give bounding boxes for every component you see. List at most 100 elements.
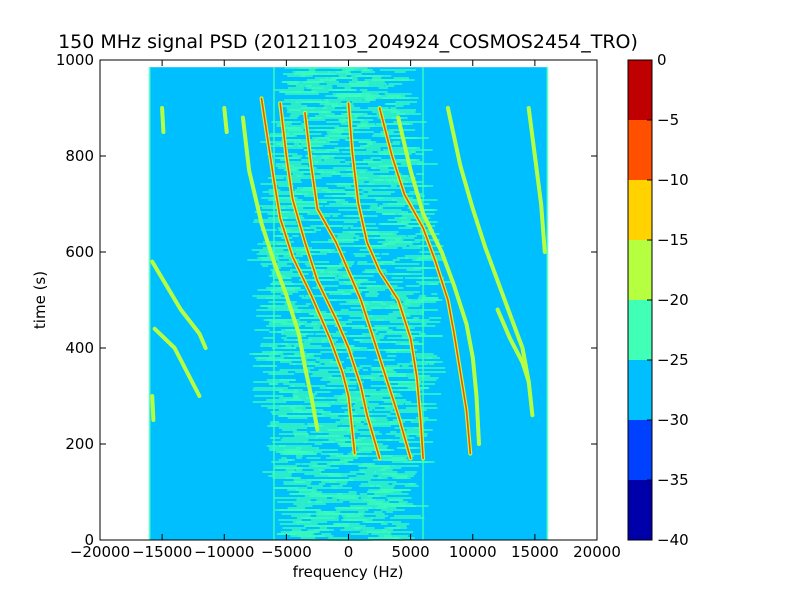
noise-streak bbox=[272, 473, 292, 475]
noise-streak bbox=[287, 507, 306, 509]
noise-streak bbox=[375, 263, 395, 265]
noise-streak bbox=[329, 481, 337, 483]
noise-streak bbox=[271, 271, 293, 273]
noise-streak bbox=[295, 333, 314, 335]
noise-streak bbox=[405, 257, 434, 259]
noise-streak bbox=[291, 529, 302, 531]
noise-streak bbox=[305, 85, 313, 87]
noise-streak bbox=[282, 247, 309, 249]
noise-streak bbox=[315, 435, 345, 437]
noise-streak bbox=[305, 303, 311, 305]
noise-streak bbox=[285, 93, 320, 95]
noise-streak bbox=[360, 483, 389, 485]
noise-streak bbox=[339, 97, 359, 99]
noise-streak bbox=[374, 493, 409, 495]
noise-streak bbox=[368, 291, 378, 293]
noise-streak bbox=[318, 483, 326, 485]
noise-streak bbox=[331, 195, 358, 197]
noise-streak bbox=[312, 287, 325, 289]
noise-streak bbox=[315, 109, 352, 111]
doppler-trace bbox=[153, 328, 201, 397]
noise-streak bbox=[345, 193, 358, 195]
noise-streak bbox=[292, 173, 304, 175]
noise-streak bbox=[333, 77, 353, 79]
noise-streak bbox=[315, 427, 352, 429]
noise-streak bbox=[374, 325, 412, 327]
noise-streak bbox=[423, 203, 430, 205]
noise-streak bbox=[262, 241, 294, 243]
noise-streak bbox=[316, 449, 338, 451]
noise-streak bbox=[350, 505, 379, 507]
noise-streak bbox=[335, 509, 369, 511]
noise-streak bbox=[408, 483, 417, 485]
noise-streak bbox=[392, 259, 400, 261]
noise-streak bbox=[377, 359, 395, 361]
noise-streak bbox=[382, 455, 414, 457]
noise-streak bbox=[278, 415, 305, 417]
noise-streak bbox=[326, 463, 353, 465]
noise-streak bbox=[277, 501, 312, 503]
noise-streak bbox=[266, 445, 286, 447]
noise-streak bbox=[340, 123, 376, 125]
colorbar-tick-label: −5 bbox=[657, 111, 679, 129]
noise-streak bbox=[398, 149, 433, 151]
noise-streak bbox=[328, 537, 348, 539]
noise-streak bbox=[301, 73, 336, 75]
noise-streak bbox=[341, 113, 364, 115]
noise-streak bbox=[333, 347, 357, 349]
noise-streak bbox=[299, 279, 321, 281]
noise-streak bbox=[389, 489, 407, 491]
noise-streak bbox=[312, 91, 329, 93]
noise-streak bbox=[287, 75, 306, 77]
noise-streak bbox=[319, 511, 328, 513]
noise-streak bbox=[314, 365, 342, 367]
noise-streak bbox=[335, 299, 360, 301]
noise-streak bbox=[386, 415, 398, 417]
noise-streak bbox=[342, 443, 369, 445]
noise-streak bbox=[259, 251, 271, 253]
noise-streak bbox=[381, 529, 394, 531]
noise-streak bbox=[418, 311, 425, 313]
noise-streak bbox=[285, 345, 292, 347]
noise-streak bbox=[262, 471, 296, 473]
x-tick-label: 5000 bbox=[392, 543, 430, 561]
noise-streak bbox=[370, 395, 403, 397]
noise-streak bbox=[367, 183, 403, 185]
noise-streak bbox=[283, 483, 311, 485]
noise-streak bbox=[336, 115, 345, 117]
x-tick-label: −20000 bbox=[70, 543, 130, 561]
noise-streak bbox=[364, 443, 377, 445]
noise-streak bbox=[331, 105, 355, 107]
noise-streak bbox=[378, 167, 389, 169]
noise-streak bbox=[326, 387, 336, 389]
colorbar-tick-label: −25 bbox=[657, 351, 689, 369]
noise-streak bbox=[322, 215, 331, 217]
noise-streak bbox=[392, 311, 418, 313]
noise-streak bbox=[321, 341, 336, 343]
noise-streak bbox=[385, 239, 404, 241]
x-tick-label: 0 bbox=[344, 543, 354, 561]
noise-streak bbox=[379, 69, 417, 71]
noise-streak bbox=[289, 363, 296, 365]
noise-streak bbox=[293, 201, 327, 203]
noise-streak bbox=[410, 361, 443, 363]
noise-streak bbox=[261, 351, 283, 353]
doppler-trace bbox=[151, 395, 155, 421]
noise-streak bbox=[384, 527, 400, 529]
noise-streak bbox=[305, 155, 327, 157]
noise-streak bbox=[371, 167, 377, 169]
noise-streak bbox=[425, 357, 441, 359]
noise-streak bbox=[355, 237, 367, 239]
noise-streak bbox=[268, 301, 297, 303]
noise-streak bbox=[372, 77, 382, 79]
noise-streak bbox=[325, 379, 350, 381]
noise-streak bbox=[277, 415, 289, 417]
noise-streak bbox=[392, 177, 416, 179]
noise-streak bbox=[262, 259, 275, 261]
noise-streak bbox=[395, 477, 411, 479]
noise-streak bbox=[410, 421, 425, 423]
noise-streak bbox=[392, 419, 414, 421]
noise-streak bbox=[327, 383, 350, 385]
noise-streak bbox=[312, 157, 335, 159]
